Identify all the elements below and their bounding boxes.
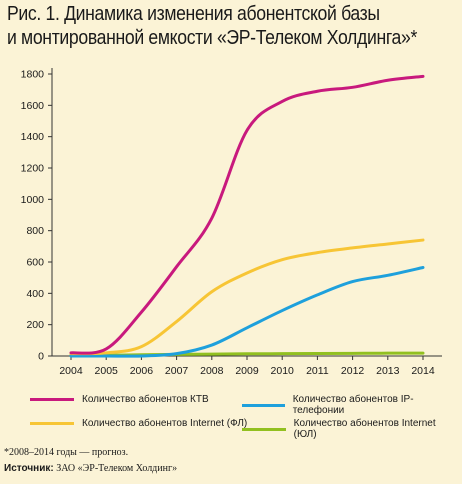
y-tick-label: 800 xyxy=(26,225,44,237)
chart-title: Рис. 1. Динамика изменения абонентской б… xyxy=(7,2,417,50)
y-tick-label: 1000 xyxy=(21,194,45,206)
plot-area: 0 200 400 600 800 1000 1200 1400 1600 1800 2004 200… xyxy=(0,58,462,398)
footnote: *2008–2014 годы — прогноз. xyxy=(4,447,129,458)
x-tick-label: 2008 xyxy=(200,365,224,377)
chart-title-line1: Рис. 1. Динамика изменения абонентской б… xyxy=(7,2,380,25)
y-tick-label: 1800 xyxy=(21,69,45,81)
legend-item-ktv: Количество абонентов КТВ xyxy=(30,394,209,405)
legend-swatch-ip xyxy=(242,403,285,407)
y-tick-label: 400 xyxy=(26,288,44,300)
legend-swatch-internet-ul xyxy=(242,427,286,431)
legend: Количество абонентов КТВ Количество абон… xyxy=(20,388,460,448)
legend-item-ip: Количество абонентов IP-телефонии xyxy=(242,394,460,416)
legend-label-internet-fl: Количество абонентов Internet (ФЛ) xyxy=(82,418,248,429)
series-line-ktv xyxy=(69,74,425,355)
y-tick-label: 0 xyxy=(38,351,44,363)
legend-label-internet-ul: Количество абонентов Internet (ЮЛ) xyxy=(293,418,436,440)
legend-swatch-ktv xyxy=(30,398,74,401)
x-tick-label: 2014 xyxy=(411,365,435,377)
source-line: Источник: ЗАО «ЭР-Телеком Холдинг» xyxy=(4,463,177,474)
legend-item-internet-fl: Количество абонентов Internet (ФЛ) xyxy=(30,418,247,429)
y-tick-label: 1200 xyxy=(21,163,45,175)
chart-title-line2: и монтированной емкости «ЭР-Телеком Холд… xyxy=(7,26,417,49)
legend-item-internet-ul: Количество абонентов Internet (ЮЛ) xyxy=(242,418,460,440)
y-tick-label: 200 xyxy=(26,319,44,331)
x-tick-label: 2013 xyxy=(376,365,400,377)
x-tick-label: 2012 xyxy=(341,365,365,377)
legend-swatch-internet-fl xyxy=(30,422,74,425)
y-tick-label: 1600 xyxy=(21,100,45,112)
x-tick-label: 2009 xyxy=(235,365,259,377)
series-line-internet-fl xyxy=(69,238,425,356)
series-line-ip-telephony xyxy=(69,265,425,358)
line-chart: 0 200 400 600 800 1000 1200 1400 1600 1800 2004 200… xyxy=(21,68,442,377)
legend-label-ktv: Количество абонентов КТВ xyxy=(82,394,209,405)
legend-label-ip: Количество абонентов IP-телефонии xyxy=(292,394,414,416)
source-text: ЗАО «ЭР-Телеком Холдинг» xyxy=(53,463,178,474)
source-label: Источник: xyxy=(4,463,54,474)
y-tick-label: 1400 xyxy=(21,131,45,143)
x-tick-label: 2006 xyxy=(130,365,154,377)
x-tick-label: 2004 xyxy=(59,365,83,377)
y-tick-label: 600 xyxy=(26,257,44,269)
x-tick-label: 2007 xyxy=(165,365,189,377)
x-tick-label: 2010 xyxy=(271,365,295,377)
x-tick-label: 2005 xyxy=(95,365,119,377)
x-tick-label: 2011 xyxy=(306,365,329,377)
